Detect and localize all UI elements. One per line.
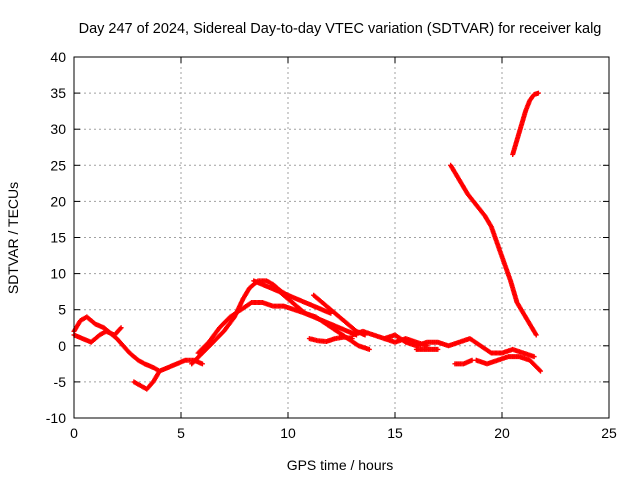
y-tick-label: -10 xyxy=(46,410,66,426)
chart-title: Day 247 of 2024, Sidereal Day-to-day VTE… xyxy=(79,21,602,37)
x-tick-label: 25 xyxy=(601,425,617,441)
y-tick-label: 15 xyxy=(50,230,66,246)
y-tick-label: 10 xyxy=(50,266,66,282)
y-tick-label: 40 xyxy=(50,49,66,65)
x-tick-label: 15 xyxy=(387,425,403,441)
data-point-track-e xyxy=(366,346,372,352)
y-axis-title: SDTVAR / TECUs xyxy=(5,182,21,294)
data-point-track-n xyxy=(533,332,539,338)
data-point-track-k xyxy=(435,346,441,352)
data-points xyxy=(71,90,544,392)
y-tick-label: 25 xyxy=(50,157,66,173)
y-tick-label: 35 xyxy=(50,85,66,101)
x-tick-label: 5 xyxy=(177,425,185,441)
x-tick-label: 10 xyxy=(280,425,296,441)
data-point-track-l xyxy=(469,357,475,363)
y-tick-label: 5 xyxy=(58,302,66,318)
x-axis-title: GPS time / hours xyxy=(287,457,394,473)
data-point-track-o xyxy=(535,90,541,96)
y-tick-label: -5 xyxy=(54,374,67,390)
data-point-track-b xyxy=(118,325,124,331)
x-tick-label: 20 xyxy=(494,425,510,441)
data-point-track-i xyxy=(531,354,537,360)
x-tick-label: 0 xyxy=(70,425,78,441)
y-tick-label: 0 xyxy=(58,338,66,354)
ticks: 0 5 10 15 20 25 -10 -5 0 5 10 15 20 25 30 35 40 xyxy=(46,49,617,441)
data-point-track-c xyxy=(157,368,163,374)
y-tick-label: 20 xyxy=(50,193,66,209)
y-tick-label: 30 xyxy=(50,121,66,137)
data-point-track-m xyxy=(538,368,544,374)
data-point-track-a xyxy=(199,361,205,367)
